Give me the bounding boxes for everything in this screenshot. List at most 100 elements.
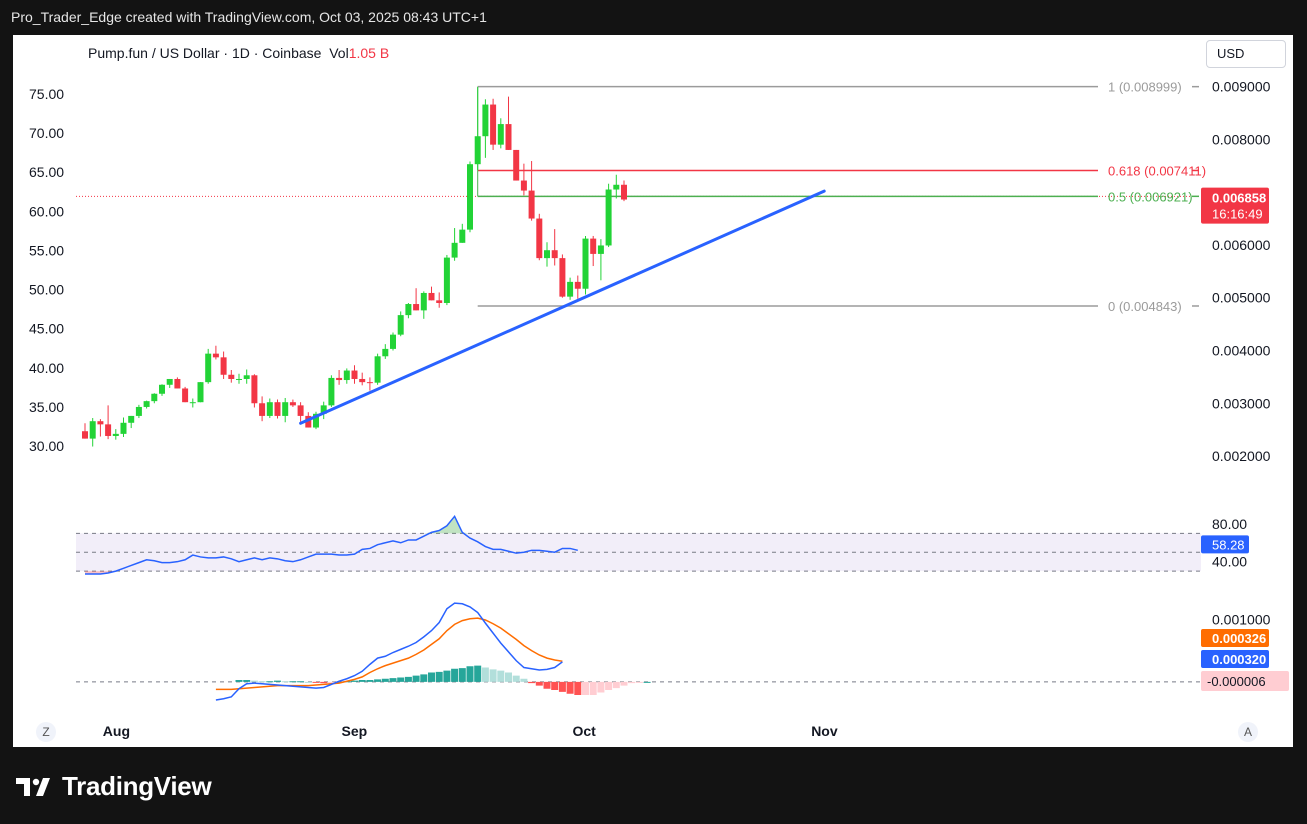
- candle-body: [497, 124, 504, 145]
- macd-histogram-bar: [235, 680, 243, 682]
- rsi-axis-tick: 40.00: [1212, 554, 1247, 570]
- auto-scale-button[interactable]: A: [1238, 722, 1258, 742]
- candle-body: [551, 250, 558, 259]
- candle-body: [451, 242, 458, 258]
- candle-body: [405, 304, 412, 316]
- macd-histogram-bar: [258, 681, 266, 683]
- macd-histogram-bar: [620, 681, 628, 686]
- left-axis-tick: 35.00: [29, 399, 64, 415]
- macd-histogram-bar: [551, 681, 559, 690]
- candle-body: [343, 370, 350, 381]
- candle-body: [89, 421, 96, 439]
- macd-histogram-bar: [474, 665, 482, 682]
- left-price-axis: 75.00 70.00 65.00 60.00 55.00 50.00 45.00 40.00…: [29, 86, 64, 454]
- macd-histogram-value: -0.000006: [1207, 674, 1266, 689]
- macd-histogram-bar: [327, 681, 335, 683]
- candle-body: [436, 300, 443, 303]
- fib-level-label: 1 (0.008999): [1108, 80, 1182, 95]
- candle-body: [320, 405, 327, 414]
- candle-body: [597, 245, 604, 254]
- candle-body: [544, 250, 550, 259]
- time-axis-label: Oct: [573, 723, 597, 739]
- candle-body: [220, 357, 227, 375]
- candle-body: [151, 393, 158, 402]
- left-axis-tick: 55.00: [29, 242, 64, 258]
- candle-body: [282, 402, 289, 416]
- candle-body: [482, 104, 489, 137]
- candle-body: [366, 382, 373, 384]
- macd-histogram-bar: [443, 670, 451, 682]
- right-axis-tick: 0.008000: [1212, 131, 1271, 147]
- chart-canvas[interactable]: 75.00 70.00 65.00 60.00 55.00 50.00 45.00 40.00…: [13, 35, 1293, 747]
- candle-body: [613, 184, 620, 190]
- left-axis-tick: 70.00: [29, 125, 64, 141]
- candle-body: [528, 190, 535, 219]
- candle-body: [205, 353, 212, 383]
- candle-body: [390, 334, 396, 349]
- macd-histogram-bar: [266, 681, 274, 683]
- macd-histogram-bar: [389, 678, 397, 682]
- last-price-tag: [1201, 187, 1269, 224]
- candle-body: [397, 315, 404, 335]
- rsi-line: [85, 514, 578, 575]
- right-axis-tick: 0.005000: [1212, 290, 1271, 306]
- candle-body: [536, 218, 543, 259]
- macd-histogram-bar: [243, 680, 251, 682]
- candle-body: [82, 431, 88, 439]
- macd-histogram-bar: [397, 677, 405, 682]
- macd-histogram-bar: [320, 681, 328, 684]
- candle-body: [574, 281, 581, 289]
- macd-pane: 0.001000 0.000326 0.000320 -0.000006: [76, 602, 1289, 701]
- candle-body: [359, 378, 366, 383]
- chart-panel[interactable]: 75.00 70.00 65.00 60.00 55.00 50.00 45.00 40.00…: [13, 35, 1293, 747]
- macd-histogram-bar: [351, 680, 358, 682]
- right-axis-tick: 0.003000: [1212, 395, 1271, 411]
- candle-body: [413, 304, 420, 311]
- symbol-legend[interactable]: Pump.fun / US Dollar · 1D · Coinbase Vol…: [88, 45, 389, 61]
- candle-body: [382, 348, 389, 357]
- candle-body: [474, 136, 481, 165]
- right-axis-tick: 0.006000: [1212, 237, 1271, 253]
- rsi-overbought-fill: [85, 516, 578, 534]
- candle-body: [505, 124, 512, 150]
- macd-histogram-bar: [635, 681, 643, 683]
- macd-histogram-bar: [543, 681, 551, 689]
- macd-axis-tick: 0.001000: [1212, 611, 1271, 627]
- macd-histogram-bar: [366, 680, 374, 682]
- macd-histogram-bar: [574, 681, 582, 695]
- left-axis-tick: 75.00: [29, 86, 64, 102]
- chart-attribution: Pro_Trader_Edge created with TradingView…: [11, 9, 487, 25]
- candle-body: [266, 402, 273, 416]
- tradingview-logo-text: TradingView: [62, 771, 212, 801]
- right-axis-tick: 0.002000: [1212, 448, 1271, 464]
- left-axis-tick: 50.00: [29, 282, 64, 298]
- candle-body: [443, 257, 450, 303]
- candle-body: [251, 375, 258, 404]
- candle-body: [174, 378, 181, 389]
- macd-histogram-bar: [566, 681, 574, 694]
- candle-body: [212, 353, 219, 358]
- currency-button[interactable]: USD: [1206, 40, 1286, 68]
- candle-body: [428, 292, 435, 301]
- macd-signal-value: 0.000326: [1212, 631, 1266, 646]
- left-axis-tick: 45.00: [29, 321, 64, 337]
- candle-body: [166, 378, 173, 385]
- candle-body: [336, 377, 343, 381]
- candles: [82, 87, 627, 447]
- macd-value: 0.000320: [1212, 652, 1266, 667]
- macd-histogram-bar: [404, 676, 412, 682]
- macd-histogram-bar: [505, 672, 512, 682]
- candle-body: [182, 388, 189, 403]
- macd-histogram-bar: [582, 681, 589, 695]
- macd-histogram-bar: [304, 681, 312, 683]
- time-axis-label: Aug: [103, 723, 130, 739]
- candle-body: [128, 415, 135, 423]
- macd-histogram-bar: [497, 670, 505, 682]
- candle-body: [621, 184, 627, 200]
- zoom-button[interactable]: Z: [36, 722, 56, 742]
- macd-histogram-bar: [528, 681, 536, 684]
- time-axis-label: Sep: [342, 723, 368, 739]
- candle-body: [143, 401, 150, 407]
- candle-body: [313, 413, 319, 428]
- macd-histogram-bar: [374, 679, 382, 682]
